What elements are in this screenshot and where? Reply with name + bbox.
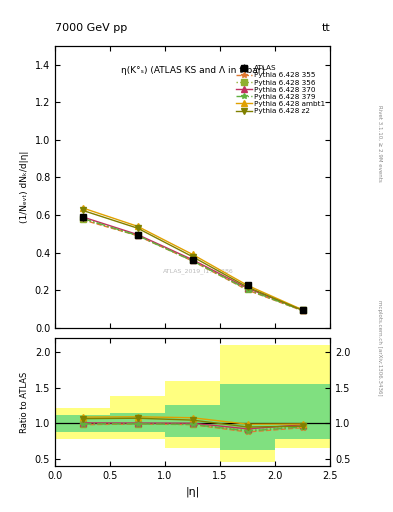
Pythia 6.428 z2 xyxy=(80,207,85,214)
Pythia 6.428 355 xyxy=(300,308,305,314)
Pythia 6.428 ambt1 xyxy=(245,283,250,289)
Line: Pythia 6.428 379: Pythia 6.428 379 xyxy=(80,216,305,313)
Line: Pythia 6.428 ambt1: Pythia 6.428 ambt1 xyxy=(80,205,305,313)
Pythia 6.428 356 xyxy=(135,232,140,239)
Legend: ATLAS, Pythia 6.428 355, Pythia 6.428 356, Pythia 6.428 370, Pythia 6.428 379, P: ATLAS, Pythia 6.428 355, Pythia 6.428 35… xyxy=(235,64,327,116)
Pythia 6.428 370 xyxy=(190,257,195,263)
Pythia 6.428 370 xyxy=(245,285,250,291)
Pythia 6.428 ambt1 xyxy=(300,307,305,313)
Pythia 6.428 z2 xyxy=(300,307,305,313)
Pythia 6.428 ambt1 xyxy=(80,205,85,211)
Pythia 6.428 355 xyxy=(245,287,250,293)
Text: 7000 GeV pp: 7000 GeV pp xyxy=(55,23,127,33)
Line: Pythia 6.428 z2: Pythia 6.428 z2 xyxy=(80,207,305,313)
Pythia 6.428 379 xyxy=(300,308,305,314)
Pythia 6.428 379 xyxy=(80,216,85,222)
X-axis label: |η|: |η| xyxy=(185,486,200,497)
Pythia 6.428 z2 xyxy=(135,225,140,231)
Text: ATLAS_2019_I1746286: ATLAS_2019_I1746286 xyxy=(163,268,233,274)
Text: Rivet 3.1.10, ≥ 2.9M events: Rivet 3.1.10, ≥ 2.9M events xyxy=(377,105,382,182)
Y-axis label: (1/Nₑᵥₜ) dNₖ/d|η|: (1/Nₑᵥₜ) dNₖ/d|η| xyxy=(20,151,29,223)
Pythia 6.428 370 xyxy=(80,214,85,220)
Pythia 6.428 355 xyxy=(135,232,140,239)
Pythia 6.428 355 xyxy=(190,258,195,264)
Pythia 6.428 370 xyxy=(300,307,305,313)
Pythia 6.428 379 xyxy=(135,232,140,239)
Pythia 6.428 356 xyxy=(190,258,195,264)
Pythia 6.428 ambt1 xyxy=(190,251,195,258)
Pythia 6.428 ambt1 xyxy=(135,223,140,229)
Pythia 6.428 379 xyxy=(190,258,195,264)
Text: tt: tt xyxy=(321,23,330,33)
Pythia 6.428 379 xyxy=(245,287,250,293)
Line: Pythia 6.428 355: Pythia 6.428 355 xyxy=(80,217,305,313)
Pythia 6.428 z2 xyxy=(190,253,195,260)
Text: η(K°ₛ) (ATLAS KS and Λ in ttbar): η(K°ₛ) (ATLAS KS and Λ in ttbar) xyxy=(121,66,264,75)
Line: Pythia 6.428 370: Pythia 6.428 370 xyxy=(80,214,305,313)
Y-axis label: Ratio to ATLAS: Ratio to ATLAS xyxy=(20,371,29,433)
Text: mcplots.cern.ch [arXiv:1306.3436]: mcplots.cern.ch [arXiv:1306.3436] xyxy=(377,301,382,396)
Pythia 6.428 370 xyxy=(135,231,140,238)
Pythia 6.428 356 xyxy=(300,307,305,313)
Line: Pythia 6.428 356: Pythia 6.428 356 xyxy=(80,216,305,313)
Pythia 6.428 z2 xyxy=(245,284,250,290)
Pythia 6.428 355 xyxy=(80,217,85,223)
Pythia 6.428 356 xyxy=(80,216,85,222)
Pythia 6.428 356 xyxy=(245,286,250,292)
